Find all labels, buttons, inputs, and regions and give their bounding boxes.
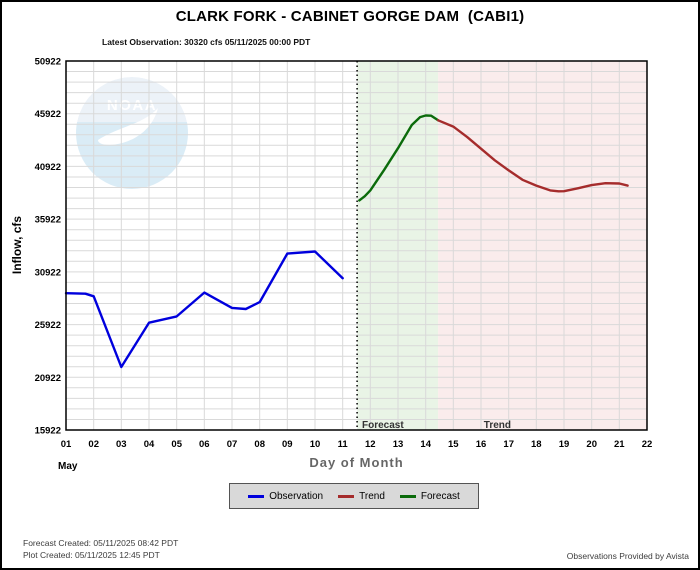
svg-text:40922: 40922: [35, 162, 61, 173]
svg-text:30922: 30922: [35, 267, 61, 278]
region-label-forecast: Forecast: [362, 420, 404, 431]
svg-text:08: 08: [254, 439, 265, 450]
svg-text:25922: 25922: [35, 320, 61, 331]
svg-text:20: 20: [586, 439, 597, 450]
svg-text:07: 07: [227, 439, 238, 450]
seagull-icon: [98, 108, 158, 145]
legend: Observation Trend Forecast: [229, 483, 479, 509]
svg-text:03: 03: [116, 439, 127, 450]
footer-forecast-created: Forecast Created: 05/11/2025 08:42 PDT: [23, 538, 179, 548]
svg-text:15: 15: [448, 439, 459, 450]
svg-text:05: 05: [171, 439, 182, 450]
svg-text:20922: 20922: [35, 373, 61, 384]
footer-attribution: Observations Provided by Avista: [566, 551, 689, 561]
svg-text:16: 16: [476, 439, 487, 450]
legend-item-observation: Observation: [248, 491, 323, 502]
svg-text:35922: 35922: [35, 215, 61, 226]
chart-title: CLARK FORK - CABINET GORGE DAM (CABI1): [175, 8, 525, 25]
region-label-trend: Trend: [484, 420, 511, 431]
legend-item-trend: Trend: [338, 491, 385, 502]
legend-swatch-forecast: [399, 494, 416, 498]
series-forecast: [358, 114, 440, 202]
svg-text:22: 22: [642, 439, 653, 450]
legend-swatch-trend: [338, 494, 355, 498]
svg-text:06: 06: [199, 439, 210, 450]
svg-text:21: 21: [614, 439, 625, 450]
legend-label-trend: Trend: [359, 490, 385, 502]
svg-text:12: 12: [365, 439, 376, 450]
series-trend: [436, 119, 629, 193]
month-label: May: [58, 461, 78, 472]
region-trend: [438, 61, 647, 430]
svg-text:19: 19: [559, 439, 570, 450]
svg-text:45922: 45922: [35, 109, 61, 120]
y-axis-tick-labels: 15922 20922 25922 30922 35922 40922 45922 50922: [35, 57, 61, 437]
legend-label-forecast: Forecast: [420, 490, 460, 502]
svg-text:04: 04: [144, 439, 155, 450]
svg-text:17: 17: [503, 439, 514, 450]
y-axis-label: Inflow, cfs: [10, 215, 24, 275]
svg-text:50922: 50922: [35, 57, 61, 68]
svg-text:01: 01: [61, 439, 72, 450]
legend-swatch-observation: [248, 494, 265, 498]
svg-text:02: 02: [88, 439, 99, 450]
series-observation: [64, 250, 344, 369]
svg-text:11: 11: [338, 439, 349, 450]
footer-plot-created: Plot Created: 05/11/2025 12:45 PDT: [23, 550, 160, 560]
svg-text:13: 13: [393, 439, 404, 450]
latest-observation-text: Latest Observation: 30320 cfs 05/11/2025…: [102, 37, 311, 47]
svg-text:15922: 15922: [35, 426, 61, 437]
svg-text:14: 14: [420, 439, 431, 450]
legend-item-forecast: Forecast: [399, 490, 460, 502]
legend-label-observation: Observation: [269, 490, 324, 502]
svg-text:10: 10: [310, 439, 321, 450]
svg-text:NOAA: NOAA: [107, 97, 157, 114]
svg-text:18: 18: [531, 439, 542, 450]
x-axis-label: Day of Month: [309, 455, 404, 470]
x-axis-tick-labels: 01 02 03 04 05 06 07 08 09 10 11 12 13 14 15 16 17 18 19 20…: [61, 439, 653, 450]
svg-text:09: 09: [282, 439, 293, 450]
plot-border: [65, 60, 648, 431]
